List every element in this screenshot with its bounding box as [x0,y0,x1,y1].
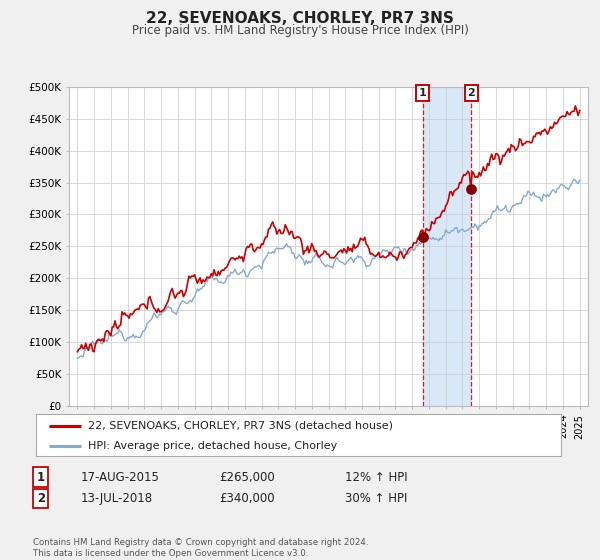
Text: 1: 1 [37,470,45,484]
Bar [423,87,472,406]
Text: 2: 2 [467,88,475,98]
Text: HPI: Average price, detached house, Chorley: HPI: Average price, detached house, Chor… [89,441,338,451]
Text: Price paid vs. HM Land Registry's House Price Index (HPI): Price paid vs. HM Land Registry's House … [131,24,469,36]
Point [467,184,476,193]
Point [418,232,428,241]
Text: 12% ↑ HPI: 12% ↑ HPI [345,470,407,484]
Text: 2: 2 [37,492,45,505]
Text: 13-JUL-2018: 13-JUL-2018 [81,492,153,505]
Text: 1: 1 [419,88,427,98]
Text: £340,000: £340,000 [219,492,275,505]
Text: 22, SEVENOAKS, CHORLEY, PR7 3NS: 22, SEVENOAKS, CHORLEY, PR7 3NS [146,11,454,26]
Text: 17-AUG-2015: 17-AUG-2015 [81,470,160,484]
Text: £265,000: £265,000 [219,470,275,484]
Text: Contains HM Land Registry data © Crown copyright and database right 2024.
This d: Contains HM Land Registry data © Crown c… [33,538,368,558]
Text: 30% ↑ HPI: 30% ↑ HPI [345,492,407,505]
Text: 22, SEVENOAKS, CHORLEY, PR7 3NS (detached house): 22, SEVENOAKS, CHORLEY, PR7 3NS (detache… [89,421,394,431]
